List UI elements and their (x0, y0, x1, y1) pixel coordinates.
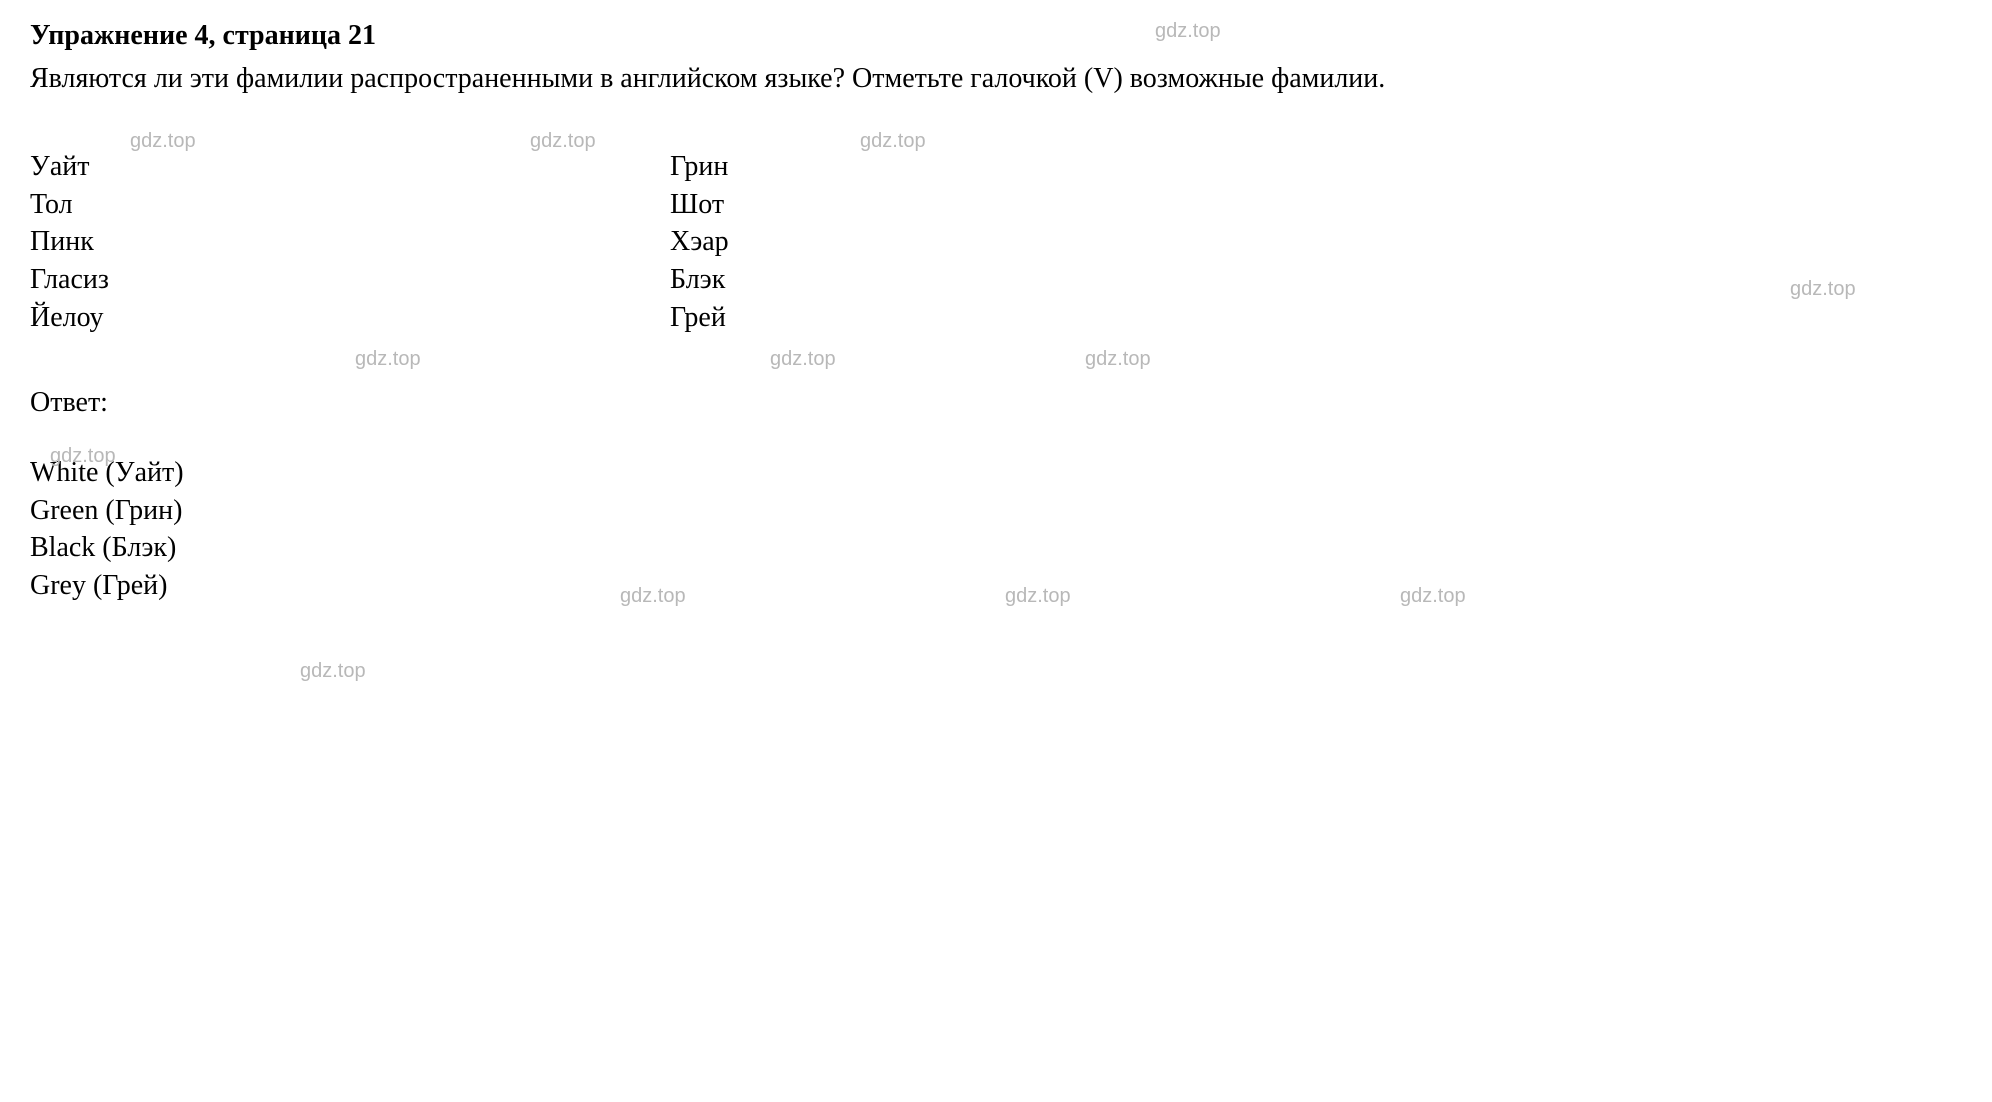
surname-columns: Уайт Тол Пинк Гласиз Йелоу Грин Шот Хэар… (30, 148, 1962, 337)
watermark: gdz.top (355, 348, 421, 371)
exercise-description: Являются ли эти фамилии распространенным… (30, 60, 1962, 98)
list-item: Грин (670, 148, 1962, 186)
left-column: Уайт Тол Пинк Гласиз Йелоу (30, 148, 670, 337)
answers-list: White (Уайт) Green (Грин) Black (Блэк) G… (30, 454, 1962, 605)
answer-label: Ответ: (30, 387, 1962, 419)
exercise-title: Упражнение 4, страница 21 (30, 20, 1962, 52)
watermark: gdz.top (300, 660, 366, 683)
list-item: Пинк (30, 223, 670, 261)
list-item: Йелоу (30, 299, 670, 337)
list-item: Грей (670, 299, 1962, 337)
description-line-1: Являются ли эти фамилии распространенным… (30, 63, 845, 94)
list-item: Уайт (30, 148, 670, 186)
answer-item: Grey (Грей) (30, 567, 1962, 605)
list-item: Шот (670, 186, 1962, 224)
list-item: Тол (30, 186, 670, 224)
list-item: Гласиз (30, 261, 670, 299)
list-item: Хэар (670, 223, 1962, 261)
answer-item: Black (Блэк) (30, 529, 1962, 567)
watermark: gdz.top (770, 348, 836, 371)
list-item: Блэк (670, 261, 1962, 299)
description-line-2: Отметьте галочкой (V) возможные фамилии. (852, 63, 1385, 94)
right-column: Грин Шот Хэар Блэк Грей (670, 148, 1962, 337)
answer-item: White (Уайт) (30, 454, 1962, 492)
answer-item: Green (Грин) (30, 492, 1962, 530)
watermark: gdz.top (1085, 348, 1151, 371)
